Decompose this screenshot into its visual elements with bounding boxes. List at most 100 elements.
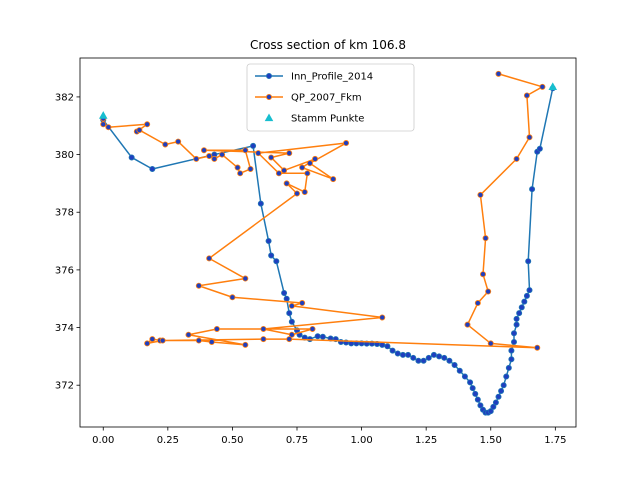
y-tick-label: 372 — [55, 381, 74, 392]
y-tick-label: 378 — [55, 208, 74, 219]
data-point-inn-profile-2014 — [500, 382, 507, 389]
data-point-inn-profile-2014 — [268, 252, 275, 259]
data-point-qp-2007-fkm — [237, 170, 244, 177]
y-tick-label: 376 — [55, 265, 74, 276]
data-point-inn-profile-2014 — [503, 373, 510, 380]
y-tick-label: 380 — [55, 150, 74, 161]
data-point-inn-profile-2014 — [521, 298, 528, 305]
data-point-qp-2007-fkm — [105, 124, 112, 131]
data-point-qp-2007-fkm — [482, 235, 489, 242]
data-point-qp-2007-fkm — [136, 127, 143, 134]
data-point-inn-profile-2014 — [451, 362, 458, 369]
data-point-qp-2007-fkm — [149, 336, 156, 343]
data-point-inn-profile-2014 — [420, 357, 427, 364]
data-point-inn-profile-2014 — [456, 367, 463, 374]
data-point-inn-profile-2014 — [319, 333, 326, 340]
data-point-inn-profile-2014 — [430, 351, 437, 358]
series-layer — [98, 70, 558, 416]
data-point-inn-profile-2014 — [389, 347, 396, 354]
data-point-inn-profile-2014 — [286, 310, 293, 317]
data-point-inn-profile-2014 — [425, 354, 432, 361]
data-point-qp-2007-fkm — [144, 340, 151, 347]
data-point-qp-2007-fkm — [479, 271, 486, 278]
data-point-qp-2007-fkm — [144, 121, 151, 128]
data-point-qp-2007-fkm — [281, 167, 288, 174]
data-point-inn-profile-2014 — [516, 310, 523, 317]
x-tick-label: 1.25 — [415, 435, 437, 446]
data-point-qp-2007-fkm — [200, 147, 207, 154]
data-point-inn-profile-2014 — [526, 287, 533, 294]
data-point-inn-profile-2014 — [523, 292, 530, 299]
data-point-qp-2007-fkm — [534, 344, 541, 351]
data-point-qp-2007-fkm — [242, 341, 249, 348]
data-point-qp-2007-fkm — [162, 141, 169, 148]
legend: Inn_Profile_2014 QP_2007_Fkm Stamm Punkte — [246, 63, 415, 132]
data-point-qp-2007-fkm — [288, 331, 295, 338]
data-point-qp-2007-fkm — [513, 155, 520, 162]
data-point-inn-profile-2014 — [508, 347, 515, 354]
data-point-inn-profile-2014 — [510, 338, 517, 345]
y-tick-label: 374 — [55, 323, 74, 334]
data-point-qp-2007-fkm — [219, 151, 226, 158]
data-point-qp-2007-fkm — [211, 155, 218, 162]
data-point-inn-profile-2014 — [487, 408, 494, 415]
data-point-qp-2007-fkm — [195, 282, 202, 289]
data-point-inn-profile-2014 — [250, 142, 257, 149]
legend-entry-stamm-punkte: Stamm Punkte — [264, 113, 364, 125]
data-point-inn-profile-2014 — [490, 403, 497, 410]
data-point-inn-profile-2014 — [536, 145, 543, 152]
data-point-inn-profile-2014 — [477, 402, 484, 409]
x-tick-label: 1.50 — [480, 435, 502, 446]
data-point-qp-2007-fkm — [286, 336, 293, 343]
data-point-qp-2007-fkm — [485, 288, 492, 295]
legend-entry-qp-2007-fkm: QP_2007_Fkm — [255, 93, 362, 104]
axes-frame — [79, 57, 577, 428]
data-point-qp-2007-fkm — [539, 83, 546, 90]
data-point-inn-profile-2014 — [529, 186, 536, 193]
data-point-inn-profile-2014 — [505, 364, 512, 371]
data-point-qp-2007-fkm — [193, 155, 200, 162]
data-point-qp-2007-fkm — [288, 302, 295, 309]
legend-entry-inn-profile-2014: Inn_Profile_2014 — [255, 72, 373, 83]
data-point-stamm-punkte — [548, 82, 558, 90]
data-point-inn-profile-2014 — [495, 393, 502, 400]
legend-marker-swatch — [264, 113, 274, 122]
data-point-inn-profile-2014 — [273, 258, 280, 265]
legend-label: Stamm Punkte — [291, 114, 364, 125]
data-point-inn-profile-2014 — [472, 390, 479, 397]
data-point-inn-profile-2014 — [441, 354, 448, 361]
data-point-qp-2007-fkm — [286, 150, 293, 157]
data-point-qp-2007-fkm — [312, 155, 319, 162]
data-point-qp-2007-fkm — [247, 165, 254, 172]
data-point-qp-2007-fkm — [229, 294, 236, 301]
data-point-stamm-punkte — [98, 111, 108, 119]
data-point-inn-profile-2014 — [149, 165, 156, 172]
data-point-qp-2007-fkm — [195, 337, 202, 344]
data-point-inn-profile-2014 — [513, 315, 520, 322]
data-point-qp-2007-fkm — [260, 325, 267, 332]
data-point-inn-profile-2014 — [510, 330, 517, 337]
legend-label: Inn_Profile_2014 — [291, 72, 373, 83]
legend-label: QP_2007_Fkm — [291, 93, 362, 104]
data-point-qp-2007-fkm — [304, 170, 311, 177]
data-point-inn-profile-2014 — [469, 385, 476, 392]
data-point-inn-profile-2014 — [257, 200, 264, 207]
data-point-inn-profile-2014 — [281, 289, 288, 296]
data-point-qp-2007-fkm — [293, 190, 300, 197]
legend-box — [246, 63, 415, 132]
data-point-inn-profile-2014 — [498, 387, 505, 394]
data-point-inn-profile-2014 — [288, 318, 295, 325]
legend-marker-swatch — [265, 94, 272, 101]
data-point-inn-profile-2014 — [314, 333, 321, 340]
data-point-qp-2007-fkm — [255, 150, 262, 157]
data-point-qp-2007-fkm — [206, 153, 213, 160]
data-point-inn-profile-2014 — [474, 396, 481, 403]
data-point-inn-profile-2014 — [436, 353, 443, 360]
data-point-qp-2007-fkm — [306, 160, 313, 167]
data-point-qp-2007-fkm — [299, 164, 306, 171]
x-tick-label: 0.75 — [286, 435, 308, 446]
data-point-qp-2007-fkm — [242, 275, 249, 282]
data-point-qp-2007-fkm — [260, 336, 267, 343]
x-tick-label: 0.25 — [157, 435, 179, 446]
